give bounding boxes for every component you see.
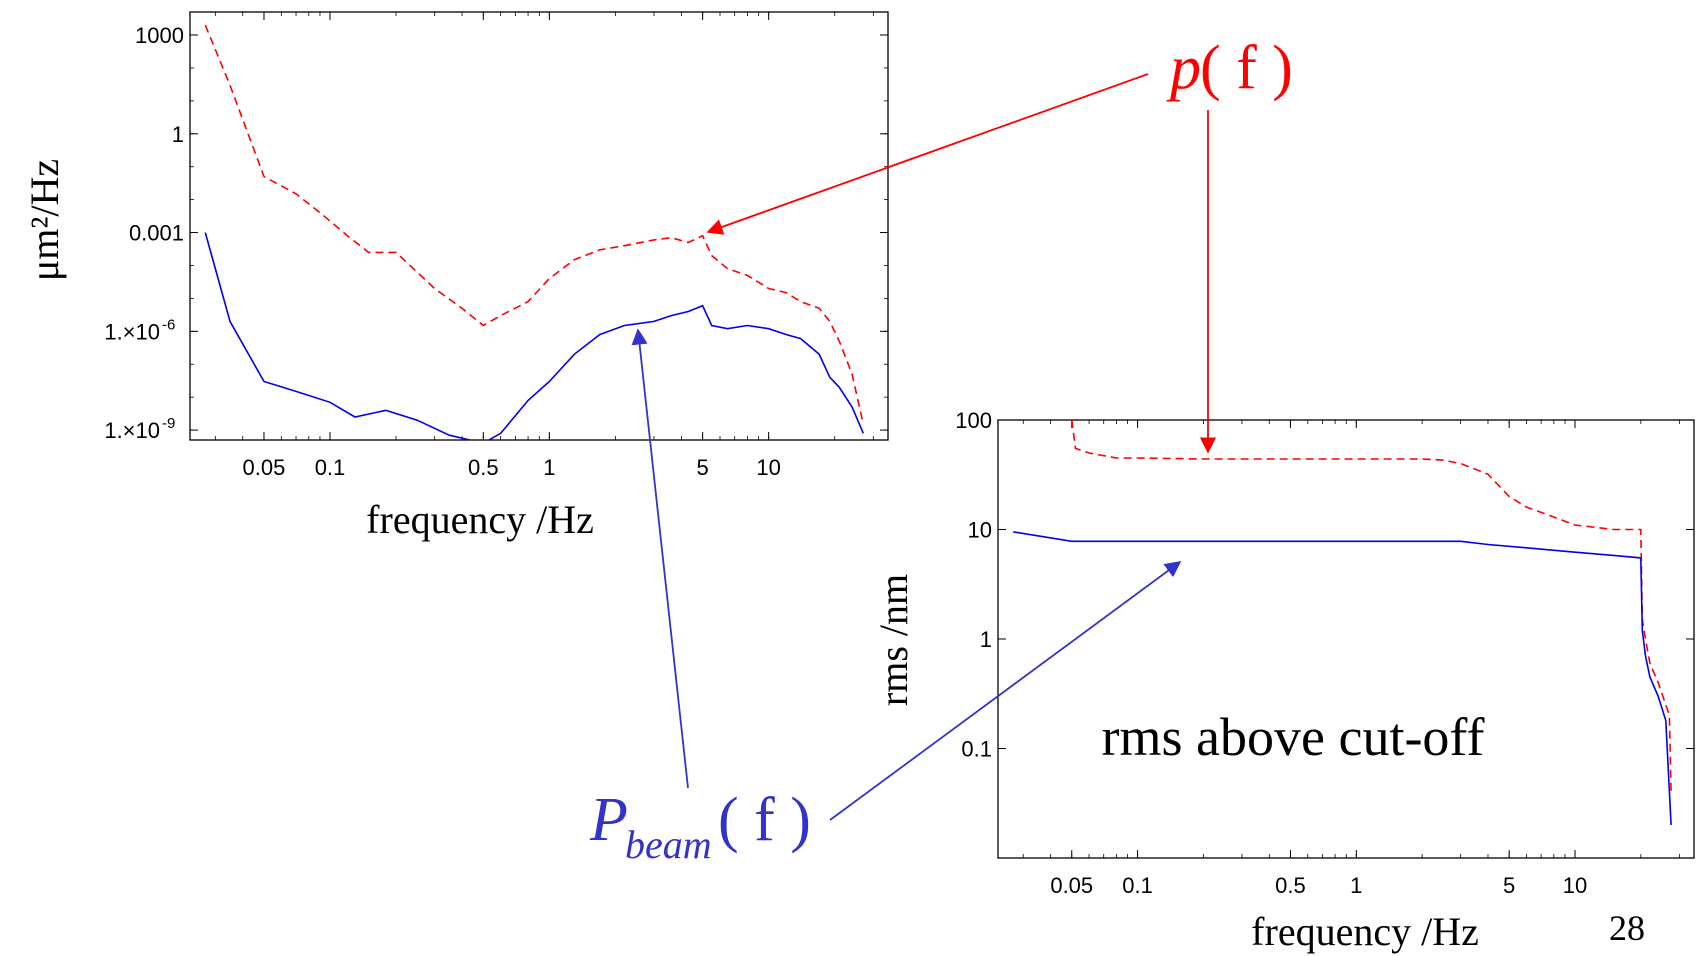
y-tick-label: 1 (980, 627, 992, 652)
x-tick-label: 1 (543, 455, 555, 480)
pbeam-arrow-to-psd (631, 328, 689, 789)
y-tick-label: 100 (955, 408, 992, 433)
series-line-p-beam-f (1013, 531, 1672, 826)
series-line-p-f (1071, 420, 1672, 793)
pbeam-label-sub: beam (625, 822, 712, 867)
y-tick-exponent: -9 (162, 415, 175, 432)
x-tick-label: 10 (1563, 873, 1587, 898)
x-tick-label: 0.1 (1122, 873, 1153, 898)
y-tick-label: 10 (968, 518, 992, 543)
y-tick-label: 1 (172, 122, 184, 147)
x-tick-label: 0.1 (315, 455, 346, 480)
x-tick-label: 5 (697, 455, 709, 480)
x-tick-label: 0.05 (243, 455, 286, 480)
y-tick-label: 1.×10 (104, 418, 160, 443)
rms-chart-ticks: 0.05 0.1 0.5 1 5 10 100 10 1 0.1 (955, 408, 1694, 898)
x-tick-label: 0.5 (468, 455, 499, 480)
pbeam-arrow-to-rms (829, 561, 1182, 821)
x-tick-label: 0.05 (1050, 873, 1093, 898)
p-f-label-paren: ( f ) (1200, 34, 1293, 102)
rms-chart-frame (997, 419, 1695, 859)
psd-chart-y-axis-title: μm²/Hz (22, 159, 67, 281)
rms-chart: 0.05 0.1 0.5 1 5 10 100 10 1 0.1 frequency /Hz rm… (871, 408, 1695, 954)
y-tick-exponent: -6 (162, 316, 175, 333)
y-tick-label: 0.001 (129, 221, 184, 246)
rms-chart-y-axis-title: rms /nm (871, 574, 916, 706)
psd-chart-x-axis-title: frequency /Hz (366, 497, 594, 542)
x-tick-label: 10 (756, 455, 780, 480)
psd-chart-series (204, 24, 865, 440)
x-tick-label: 5 (1503, 873, 1515, 898)
rms-chart-series (1013, 420, 1672, 826)
y-tick-label: 0.1 (961, 737, 992, 762)
psd-chart-frame (189, 11, 889, 441)
p-f-label: p ( f ) (1166, 34, 1293, 102)
p-f-arrow-to-psd (706, 73, 1149, 235)
rms-chart-x-axis-title: frequency /Hz (1251, 909, 1479, 954)
series-line-p-f (204, 24, 865, 425)
page-number: 28 (1609, 908, 1645, 948)
pbeam-label-paren: ( f ) (718, 786, 811, 854)
p-f-label-main: p (1166, 34, 1201, 102)
pbeam-f-label: P beam ( f ) (589, 786, 811, 867)
pbeam-label-main: P (589, 786, 628, 854)
x-tick-label: 0.5 (1275, 873, 1306, 898)
series-line-p-beam-f (204, 232, 865, 440)
y-tick-label: 1000 (135, 23, 184, 48)
y-tick-label: 1.×10 (104, 319, 160, 344)
rms-chart-annotation: rms above cut-off (1102, 707, 1485, 767)
x-tick-label: 1 (1350, 873, 1362, 898)
